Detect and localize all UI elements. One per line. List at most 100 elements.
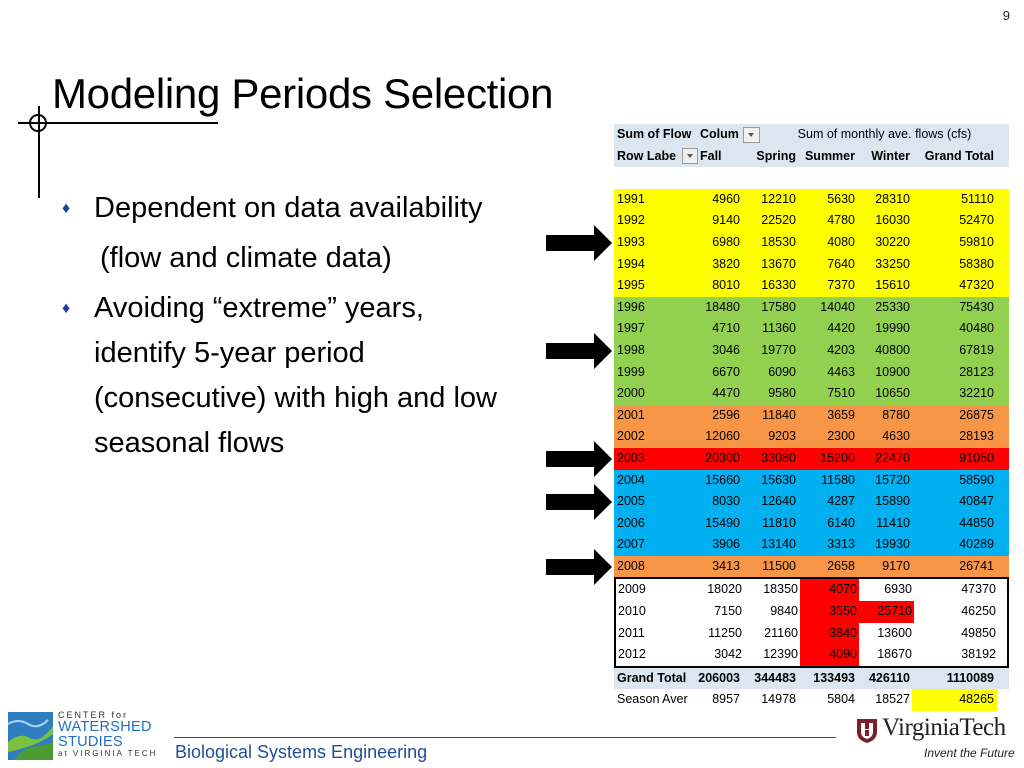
footer-line [174, 737, 836, 738]
cell-fall: 9140 [712, 213, 740, 228]
cell-summer: 4420 [827, 321, 855, 336]
cell-winter: 6930 [884, 582, 912, 597]
vt-logo-icon [857, 719, 877, 743]
cell-year: 1994 [617, 256, 645, 271]
cell-total: 40847 [959, 494, 994, 509]
cell-year: 2006 [617, 515, 645, 530]
table-row: 2001 2596 11840 3659 8780 26875 [614, 404, 1009, 427]
title-decoration-circle [29, 114, 47, 132]
cell-fall: 8030 [712, 494, 740, 509]
table-row: 1993 6980 18530 4080 30220 59810 [614, 231, 1009, 254]
cell-year: 1991 [617, 191, 645, 206]
cell-year: 2001 [617, 407, 645, 422]
cell-winter: 18670 [877, 647, 912, 662]
cell-total: 58380 [959, 256, 994, 271]
cell-spring: 12640 [761, 494, 796, 509]
cws-logo-icon [8, 712, 53, 760]
column-labels-filter[interactable]: Colum [698, 124, 742, 146]
cell-spring: 18350 [763, 582, 798, 597]
season-average-label: Season Aver [617, 692, 688, 707]
column-filter-dropdown[interactable] [742, 124, 760, 146]
cell-year: 1993 [617, 234, 645, 249]
pivot-caption: Sum of monthly ave. flows (cfs) [797, 127, 972, 141]
cell-total: 59810 [959, 234, 994, 249]
dropdown-arrow-icon[interactable] [743, 126, 760, 143]
cell-fall: 15490 [705, 515, 740, 530]
cell-total: 28123 [959, 364, 994, 379]
cell-year: 1999 [617, 364, 645, 379]
cell-winter: 15610 [875, 278, 910, 293]
cell-fall: 15660 [705, 472, 740, 487]
pivot-table: Sum of Flow Colum Sum of monthly ave. fl… [614, 124, 1009, 712]
dropdown-arrow-icon[interactable] [681, 148, 698, 165]
table-row: 1992 9140 22520 4780 16030 52470 [614, 210, 1009, 232]
cell-fall: 8010 [712, 278, 740, 293]
header-summer: Summer [804, 148, 855, 163]
cell-winter: 40800 [875, 342, 910, 357]
slide-number: 9 [1002, 8, 1010, 23]
cell-summer: 11580 [821, 472, 855, 487]
table-row: 2006 15490 11810 6140 11410 44850 [614, 512, 1009, 535]
cell-year: 2011 [618, 625, 645, 640]
header-grand-total: Grand Total [924, 148, 994, 163]
table-row: 2011 11250 21160 3840 13600 49850 [614, 622, 1009, 645]
cell-fall: 3413 [712, 558, 740, 573]
cell-fall: 4470 [712, 386, 740, 401]
cell-total: 38192 [961, 647, 996, 662]
cell-total: 47370 [961, 582, 996, 597]
right-arrow-icon [546, 332, 612, 369]
cell-summer: 3313 [827, 537, 855, 552]
cell-winter: 10650 [875, 386, 910, 401]
cell-total: 91050 [959, 450, 994, 465]
cell-year: 2004 [617, 472, 645, 487]
season-average-spring: 14978 [761, 692, 796, 707]
cell-winter: 16030 [875, 213, 910, 228]
cell-summer: 4287 [827, 494, 855, 509]
row-labels-filter[interactable]: Row Labe [614, 146, 698, 168]
cell-spring: 11360 [762, 321, 796, 336]
cell-summer: 4780 [827, 213, 855, 228]
table-row: 2010 7150 9840 3550 25710 46250 [614, 601, 1009, 623]
season-average-row: Season Aver 8957 14978 5804 18527 48265 [614, 689, 1009, 712]
corner-label: Sum of Flow [614, 124, 698, 146]
cell-summer: 7640 [827, 256, 855, 271]
cell-spring: 22520 [761, 213, 796, 228]
cell-spring: 9203 [768, 429, 796, 444]
cell-spring: 11840 [762, 407, 796, 422]
table-row: 1999 6670 6090 4463 10900 28123 [614, 361, 1009, 384]
cell-summer: 4080 [827, 234, 855, 249]
bullet-item: ♦ Dependent on data availability [60, 186, 510, 231]
table-row: 2007 3906 13140 3313 19930 40289 [614, 534, 1009, 556]
cell-fall: 6670 [712, 364, 740, 379]
cell-fall: 20300 [705, 450, 740, 465]
cell-winter: 19930 [875, 537, 910, 552]
cell-fall: 3820 [712, 256, 740, 271]
table-row: 1998 3046 19770 4203 40800 67819 [614, 339, 1009, 362]
grand-total-winter: 426110 [868, 670, 910, 685]
right-arrow-icon [546, 484, 612, 520]
grand-total-fall: 206003 [698, 670, 740, 685]
cell-summer: 14040 [820, 299, 855, 314]
cell-fall: 4710 [712, 321, 740, 336]
cell-spring: 13670 [761, 256, 796, 271]
cell-fall: 18480 [705, 299, 740, 314]
cell-total: 47320 [959, 278, 994, 293]
cell-summer: 4203 [827, 342, 855, 357]
table-row: 1997 4710 11360 4420 19990 40480 [614, 318, 1009, 340]
right-arrow-icon [546, 548, 612, 585]
cell-year: 1998 [617, 342, 645, 357]
table-row: 2004 15660 15630 11580 15720 58590 [614, 469, 1009, 492]
cell-total: 26741 [959, 558, 994, 573]
cell-summer: 15200 [820, 450, 855, 465]
cell-spring: 9580 [768, 386, 796, 401]
cell-year: 1995 [617, 278, 645, 293]
table-row: 1994 3820 13670 7640 33250 58380 [614, 253, 1009, 276]
cell-total: 44850 [959, 515, 994, 530]
pivot-body: 1991 4960 12210 5630 28310 51110 1992 9140 22520… [614, 188, 1009, 668]
cell-total: 49850 [961, 625, 996, 640]
cell-winter: 33250 [875, 256, 910, 271]
table-row: 1996 18480 17580 14040 25330 75430 [614, 296, 1009, 319]
cell-spring: 11810 [762, 515, 796, 530]
cell-year: 2003 [617, 450, 645, 465]
cell-year: 2012 [618, 647, 646, 662]
